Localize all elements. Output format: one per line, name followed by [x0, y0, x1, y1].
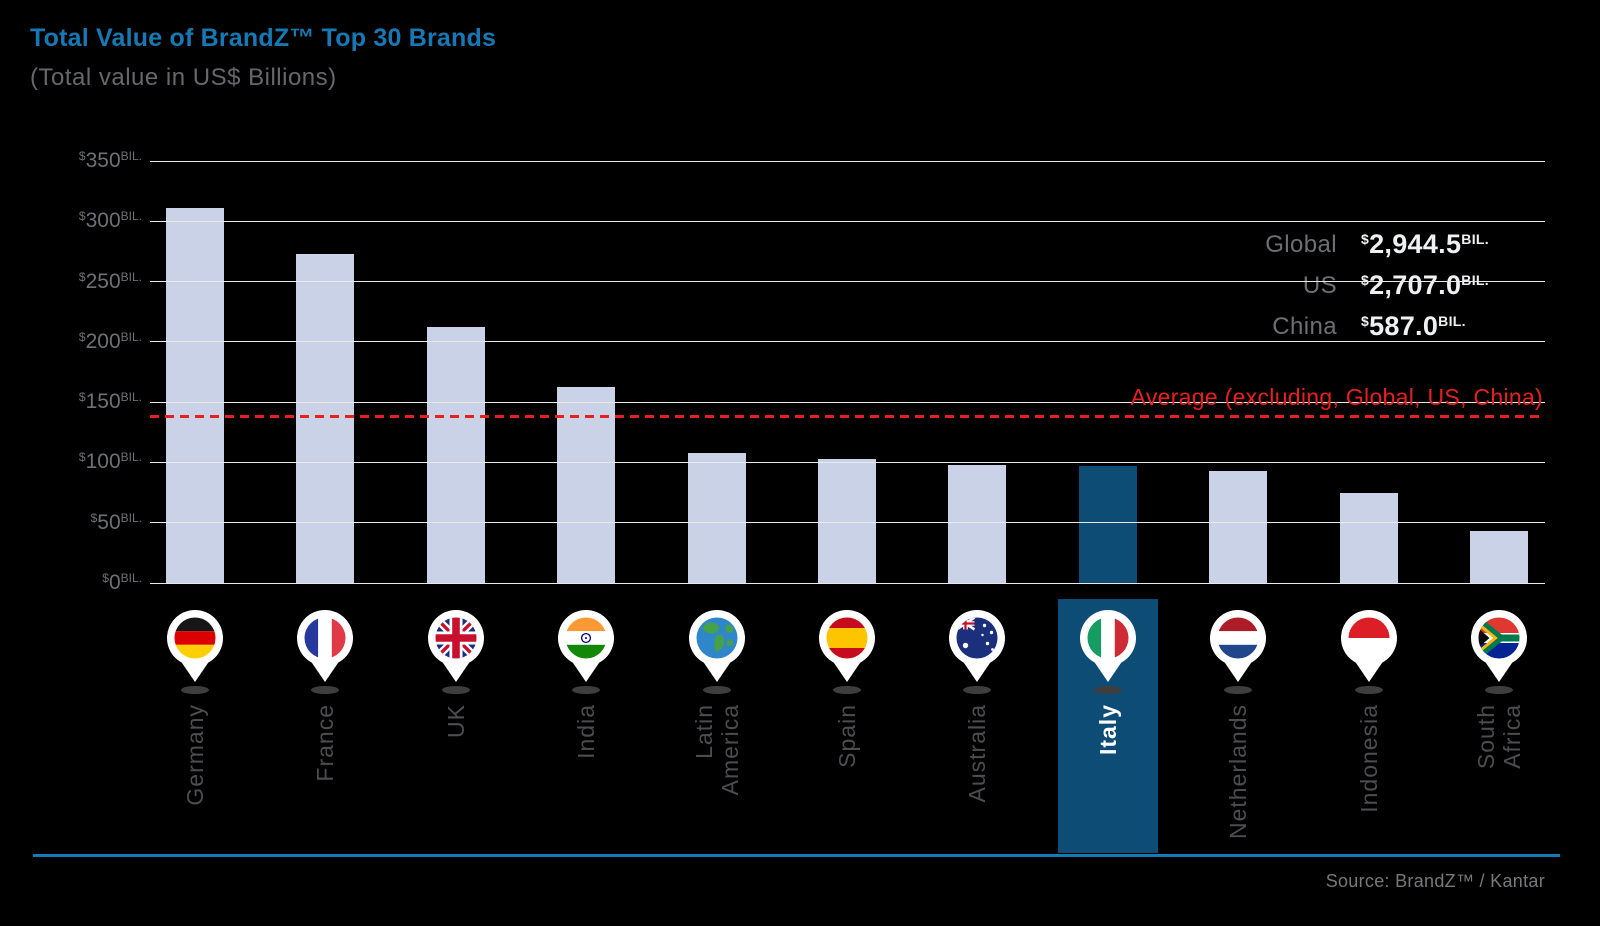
stat-value-global: $2,944.5BIL. [1361, 226, 1545, 267]
category-label-uk: UK [443, 704, 477, 738]
stat-number-us: 2,707.0 [1369, 270, 1462, 300]
gridline-250 [150, 281, 1545, 283]
bar-indonesia [1339, 492, 1398, 583]
gridline-350 [150, 160, 1545, 162]
spain-flag-icon [819, 610, 875, 694]
category-label-spain: Spain [834, 704, 898, 768]
bar-australia [948, 464, 1007, 583]
flag-pin-latin-america [688, 610, 745, 698]
gridline-150 [150, 401, 1545, 403]
y-axis-label-0: $0BIL. [102, 571, 142, 594]
y-axis-label-100: $100BIL. [78, 450, 142, 474]
gridline-0 [150, 582, 1545, 584]
bil-suffix: BIL. [1438, 313, 1466, 329]
y-axis-label-350: $350BIL. [78, 149, 142, 172]
dollar-sign: $ [1361, 313, 1370, 329]
bar-india [557, 386, 616, 583]
y-axis-label-50: $50BIL. [90, 510, 142, 534]
bar-germany [166, 208, 224, 583]
bar-italy [1078, 466, 1137, 583]
dollar-sign: $ [1361, 272, 1370, 288]
flag-pin-australia [949, 610, 1006, 698]
india-flag-icon [558, 610, 615, 694]
y-axis-label-200: $200BIL. [78, 329, 142, 353]
category-label-germany: Germany [182, 704, 284, 806]
category-label-france: France [312, 704, 390, 782]
flag-pin-south-africa [1471, 610, 1527, 698]
south-africa-flag-icon [1471, 610, 1527, 694]
average-line-label: Average (excluding, Global, US, China) [1130, 384, 1543, 410]
indonesia-flag-icon [1340, 610, 1397, 694]
france-flag-icon [297, 610, 354, 694]
reference-stats: Global $2,944.5BIL. US $2,707.0BIL. Chin… [1265, 226, 1545, 349]
stat-value-china: $587.0BIL. [1361, 308, 1545, 349]
stat-label-global: Global [1265, 231, 1337, 258]
stat-label-china: China [1272, 313, 1337, 340]
bar-uk [426, 327, 485, 583]
category-label-text: UK [442, 704, 469, 738]
flag-pin-france [297, 610, 354, 698]
australia-flag-icon [949, 610, 1006, 694]
flag-pin-indonesia [1340, 610, 1397, 698]
stat-label-us: US [1302, 272, 1337, 299]
netherlands-flag-icon [1210, 610, 1267, 694]
category-label-text: Latin America [690, 704, 743, 796]
dollar-sign: $ [1361, 231, 1370, 247]
y-axis-label-300: $300BIL. [78, 209, 142, 233]
flag-pin-spain [819, 610, 875, 698]
uk-flag-icon [427, 610, 484, 694]
category-label-text: Australia [964, 704, 991, 803]
bottom-divider [33, 854, 1560, 857]
bar-france [296, 253, 355, 583]
bar-latin-america [687, 452, 746, 583]
stat-value-us: $2,707.0BIL. [1361, 267, 1545, 308]
globe-flag-icon [688, 610, 745, 694]
flag-pin-india [558, 610, 615, 698]
category-label-text: South Africa [1473, 704, 1525, 770]
italy-flag-icon [1079, 610, 1136, 694]
bil-suffix: BIL. [1461, 231, 1489, 247]
category-label-indonesia: Indonesia [1356, 704, 1465, 813]
category-label-text: Spain [834, 704, 860, 768]
category-label-text: Italy [1094, 704, 1121, 756]
gridline-50 [150, 522, 1545, 524]
category-label-latin-america: Latin America [691, 704, 782, 795]
gridline-200 [150, 341, 1545, 343]
average-line [150, 415, 1545, 419]
category-label-south-africa: South Africa [1473, 704, 1538, 769]
bil-suffix: BIL. [1461, 272, 1489, 288]
flag-pin-uk [427, 610, 484, 698]
germany-flag-icon [167, 610, 223, 694]
bar-netherlands [1209, 470, 1268, 583]
stat-number-global: 2,944.5 [1369, 229, 1462, 259]
category-label-netherlands: Netherlands [1225, 704, 1360, 839]
bar-spain [818, 458, 876, 583]
chart-subtitle: (Total value in US$ Billions) [30, 64, 337, 91]
y-axis-label-150: $150BIL. [78, 390, 142, 414]
gridline-100 [150, 461, 1545, 463]
category-label-text: Netherlands [1225, 704, 1252, 840]
category-label-india: India [573, 704, 628, 759]
category-label-text: Indonesia [1355, 704, 1382, 813]
flag-pin-italy [1079, 610, 1136, 698]
bar-south-africa [1470, 531, 1528, 583]
category-label-text: France [312, 704, 339, 782]
flag-pin-germany [167, 610, 223, 698]
gridline-300 [150, 220, 1545, 222]
y-axis-label-250: $250BIL. [78, 269, 142, 293]
chart-title: Total Value of BrandZ™ Top 30 Brands [30, 24, 497, 52]
stat-number-china: 587.0 [1369, 311, 1439, 341]
source-credit: Source: BrandZ™ / Kantar [1325, 871, 1545, 891]
category-label-italy: Italy [1095, 704, 1146, 755]
flag-pin-netherlands [1210, 610, 1267, 698]
category-label-text: Germany [182, 704, 208, 806]
category-label-text: India [573, 704, 600, 759]
category-label-australia: Australia [964, 704, 1062, 802]
